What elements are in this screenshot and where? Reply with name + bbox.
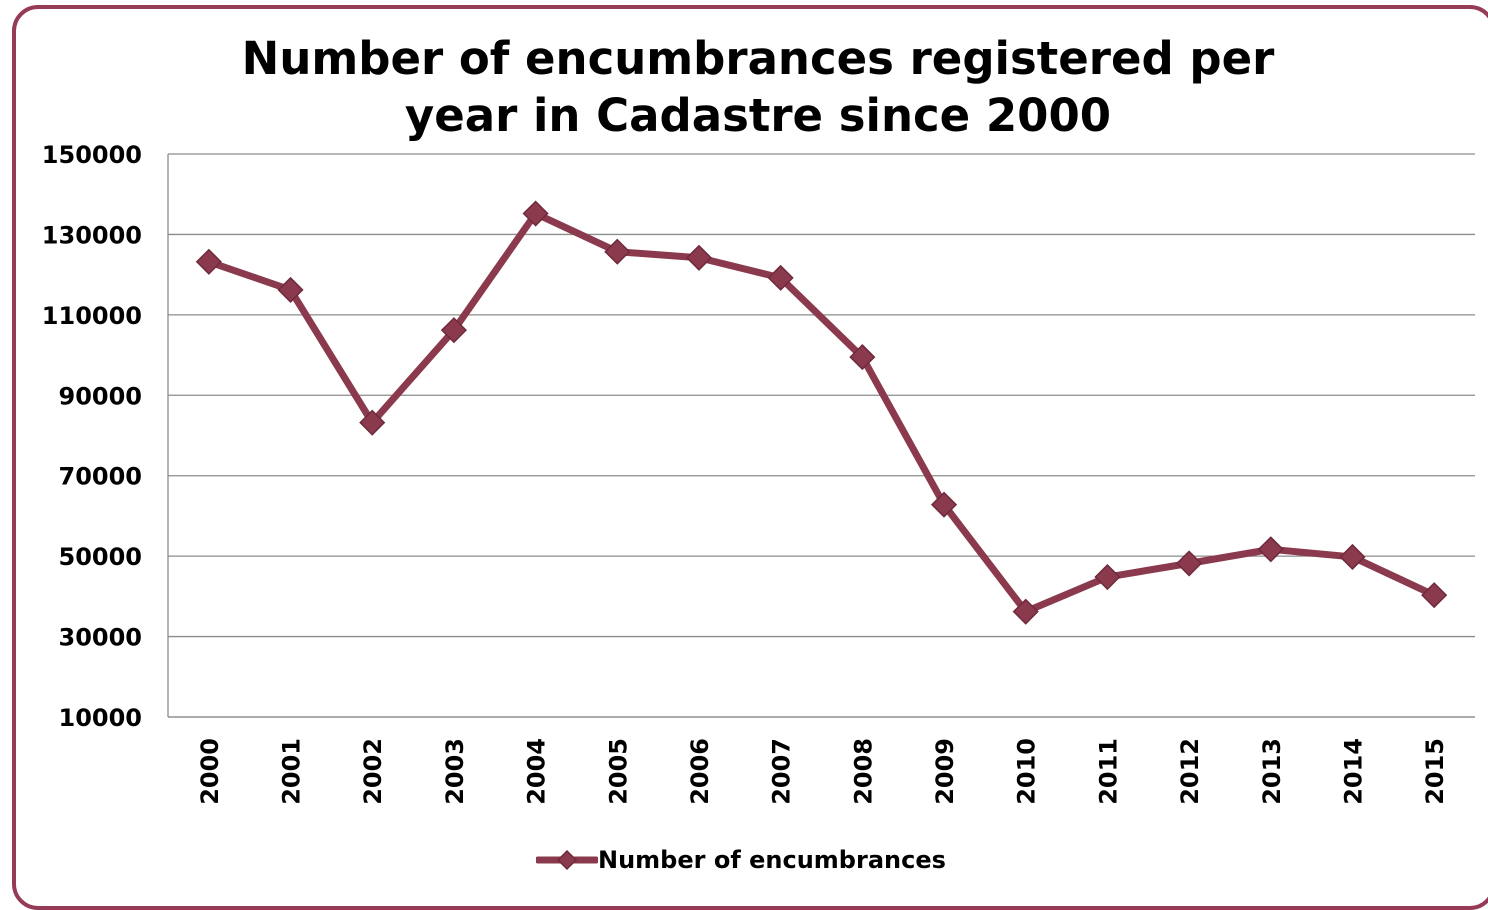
data-point xyxy=(195,248,222,275)
x-tick-label: 2007 xyxy=(768,738,796,805)
x-tick-label: 2010 xyxy=(1013,738,1041,805)
data-point xyxy=(685,244,713,271)
legend-marker xyxy=(536,849,598,871)
legend: Number of encumbrances xyxy=(536,846,946,874)
x-tick-label: 2011 xyxy=(1094,738,1122,805)
x-tick-label: 2008 xyxy=(849,738,877,805)
x-tick-label: 2006 xyxy=(686,738,714,805)
data-point xyxy=(930,491,958,518)
y-tick-label: 30000 xyxy=(59,624,143,652)
data-point xyxy=(1012,598,1039,625)
x-tick-label: 2009 xyxy=(931,738,959,805)
legend-label: Number of encumbrances xyxy=(598,846,946,874)
x-tick-label: 2004 xyxy=(523,738,551,805)
data-point xyxy=(359,409,386,436)
x-tick-label: 2002 xyxy=(359,738,387,805)
chart-frame xyxy=(12,5,1488,910)
y-tick-label: 150000 xyxy=(42,141,142,169)
y-tick-label: 90000 xyxy=(59,382,143,410)
y-tick-label: 50000 xyxy=(59,543,143,571)
y-tick-label: 70000 xyxy=(59,463,143,491)
y-tick-label: 10000 xyxy=(59,704,143,732)
data-point xyxy=(522,200,549,227)
chart-title-line-2: year in Cadastre since 2000 xyxy=(404,89,1112,142)
y-tick-label: 130000 xyxy=(42,221,142,249)
x-tick-label: 2014 xyxy=(1339,738,1367,805)
data-point xyxy=(849,344,876,371)
data-point xyxy=(604,238,631,265)
data-point xyxy=(1339,543,1366,571)
data-point xyxy=(1176,550,1203,577)
x-tick-label: 2005 xyxy=(604,738,632,805)
data-point xyxy=(440,317,467,344)
chart-title-line-1: Number of encumbrances registered per xyxy=(241,32,1275,85)
y-tick-label: 110000 xyxy=(42,302,142,330)
x-tick-label: 2012 xyxy=(1176,738,1204,805)
data-point xyxy=(277,276,304,303)
x-tick-label: 2001 xyxy=(278,738,306,805)
x-tick-label: 2000 xyxy=(196,738,224,805)
series-line xyxy=(205,210,1438,616)
x-tick-label: 2003 xyxy=(441,738,469,805)
data-point xyxy=(767,264,794,291)
data-point xyxy=(1421,582,1448,609)
x-tick-label: 2013 xyxy=(1258,738,1286,805)
data-point xyxy=(1257,536,1284,563)
data-point xyxy=(1094,563,1121,591)
x-tick-label: 2015 xyxy=(1421,738,1449,805)
chart-title: Number of encumbrances registered per ye… xyxy=(160,30,1356,144)
